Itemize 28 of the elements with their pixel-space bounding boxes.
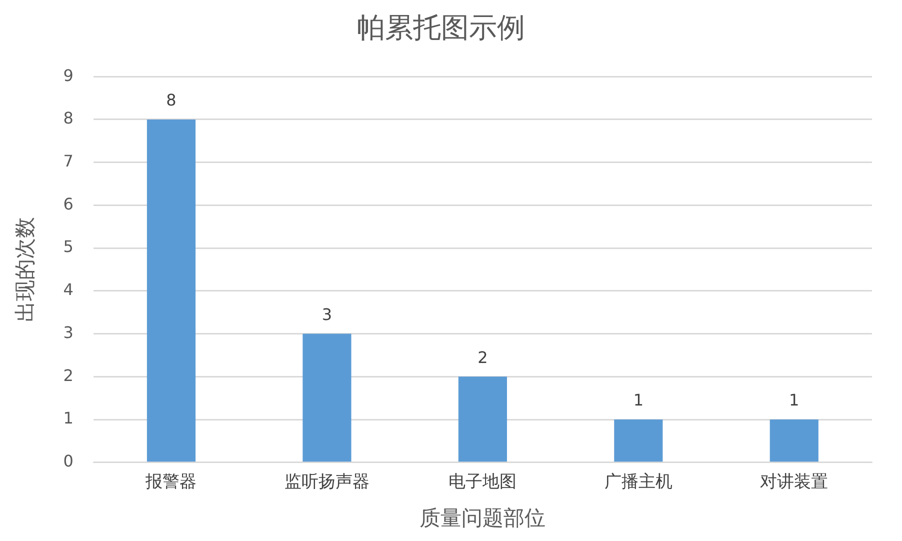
y-tick-label: 5	[63, 237, 74, 256]
x-tick-label: 广播主机	[604, 472, 672, 492]
data-label: 8	[166, 90, 176, 110]
bar	[302, 334, 352, 462]
x-tick-label: 电子地图	[448, 472, 517, 492]
y-tick-label: 1	[63, 408, 74, 428]
x-tick-label: 监听扬声器	[284, 472, 370, 492]
y-tick-label: 0	[63, 452, 74, 471]
y-tick-label: 6	[63, 194, 74, 214]
bar	[770, 420, 818, 462]
data-label: 2	[478, 348, 488, 367]
bar	[146, 119, 196, 462]
y-axis-title: 出现的次数	[13, 217, 38, 322]
y-tick-label: 3	[63, 322, 74, 342]
bar	[458, 376, 507, 462]
y-tick-label: 4	[63, 280, 74, 300]
y-tick-label: 9	[63, 66, 74, 85]
x-tick-label: 对讲装置	[760, 472, 828, 492]
y-tick-label: 2	[63, 366, 74, 385]
chart-title: 帕累托图示例	[357, 11, 525, 44]
data-label: 3	[322, 304, 332, 324]
x-tick-label: 报警器	[144, 472, 197, 492]
data-label: 1	[789, 390, 800, 410]
data-label: 1	[633, 390, 644, 410]
x-axis-title: 质量问题部位	[420, 506, 546, 530]
y-tick-label: 8	[63, 108, 74, 128]
y-tick-label: 7	[63, 151, 74, 170]
bar	[614, 420, 663, 462]
